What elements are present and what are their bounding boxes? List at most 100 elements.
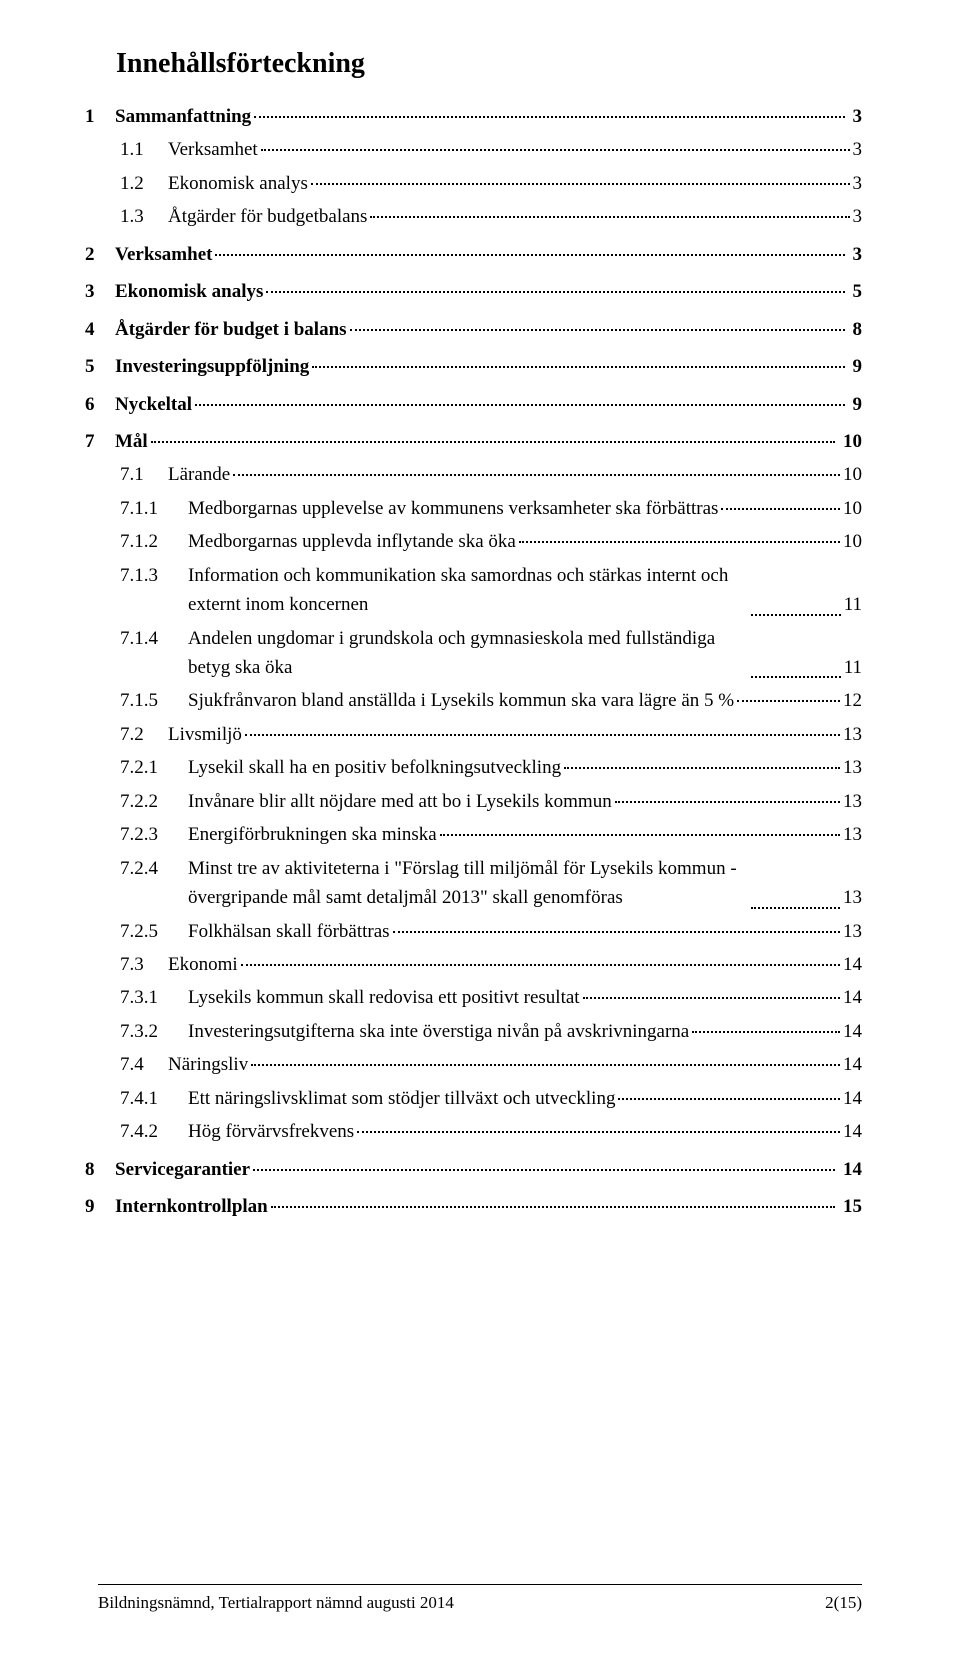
toc-entry: 7.1Lärande10 xyxy=(120,460,862,489)
toc-leader xyxy=(751,676,841,678)
toc-label: Livsmiljö xyxy=(168,724,242,745)
toc-leader xyxy=(615,801,840,803)
toc-page: 11 xyxy=(844,653,862,682)
table-of-contents: 1Sammanfattning 31.1Verksamhet31.2Ekonom… xyxy=(120,102,862,1221)
toc-entry: 7.3.2Investeringsutgifterna ska inte öve… xyxy=(120,1017,862,1046)
toc-leader xyxy=(266,291,844,293)
toc-number: 1.3 xyxy=(120,202,168,231)
toc-label-group: 7.1.2Medborgarnas upplevda inflytande sk… xyxy=(120,527,516,556)
toc-entry: 7.2Livsmiljö13 xyxy=(120,720,862,749)
toc-number: 7.4 xyxy=(120,1050,168,1079)
toc-entry: 7.4Näringsliv14 xyxy=(120,1050,862,1079)
toc-page: 3 xyxy=(848,102,862,131)
toc-page: 13 xyxy=(843,753,862,782)
toc-entry: 1Sammanfattning 3 xyxy=(85,102,862,131)
toc-label-group: 9Internkontrollplan xyxy=(85,1192,268,1221)
toc-entry: 7.1.4Andelen ungdomar i grundskola och g… xyxy=(120,624,862,683)
toc-number: 9 xyxy=(85,1192,115,1221)
toc-number: 7.2.2 xyxy=(120,787,188,816)
toc-label-group: 1.1Verksamhet xyxy=(120,135,258,164)
toc-leader xyxy=(751,614,841,616)
toc-leader xyxy=(151,441,836,443)
toc-leader xyxy=(261,149,850,151)
page-title: Innehållsförteckning xyxy=(116,48,862,80)
toc-label: Verksamhet xyxy=(115,244,212,265)
toc-entry: 1.3Åtgärder för budgetbalans 3 xyxy=(120,202,862,231)
toc-label: Medborgarnas upplevda inflytande ska öka xyxy=(188,531,516,552)
toc-page: 3 xyxy=(853,169,863,198)
toc-label: Ekonomisk analys xyxy=(115,281,263,302)
toc-page: 14 xyxy=(843,1117,862,1146)
toc-entry: 7.4.2Hög förvärvsfrekvens 14 xyxy=(120,1117,862,1146)
toc-page: 10 xyxy=(843,494,862,523)
toc-entry: 7.1.1Medborgarnas upplevelse av kommunen… xyxy=(120,494,862,523)
toc-label-group: 7.2.1Lysekil skall ha en positiv befolkn… xyxy=(120,753,561,782)
toc-entry: 7Mål 10 xyxy=(85,427,862,456)
toc-label-group: 7.1.1Medborgarnas upplevelse av kommunen… xyxy=(120,494,718,523)
toc-label: Internkontrollplan xyxy=(115,1196,268,1217)
toc-label-group: 7.2Livsmiljö xyxy=(120,720,242,749)
toc-label-group: 6Nyckeltal xyxy=(85,390,192,419)
toc-entry: 7.3.1Lysekils kommun skall redovisa ett … xyxy=(120,983,862,1012)
toc-number: 7.2.1 xyxy=(120,753,188,782)
toc-number: 5 xyxy=(85,352,115,381)
toc-entry: 7.3Ekonomi14 xyxy=(120,950,862,979)
toc-leader xyxy=(618,1098,840,1100)
toc-number: 8 xyxy=(85,1155,115,1184)
toc-entry: 4Åtgärder för budget i balans 8 xyxy=(85,315,862,344)
toc-label: Näringsliv xyxy=(168,1054,248,1075)
toc-number: 7.1.3 xyxy=(120,561,188,590)
toc-number: 7.1.1 xyxy=(120,494,188,523)
toc-label-group: 7.4.2Hög förvärvsfrekvens xyxy=(120,1117,354,1146)
toc-entry: 7.4.1Ett näringslivsklimat som stödjer t… xyxy=(120,1084,862,1113)
toc-entry: 1.1Verksamhet 3 xyxy=(120,135,862,164)
toc-label: Sammanfattning xyxy=(115,106,251,127)
toc-label: Ett näringslivsklimat som stödjer tillvä… xyxy=(188,1088,615,1109)
toc-page: 9 xyxy=(848,352,862,381)
toc-page: 5 xyxy=(848,277,862,306)
toc-page: 3 xyxy=(853,202,863,231)
toc-label-group: 7.4.1Ett näringslivsklimat som stödjer t… xyxy=(120,1084,615,1113)
toc-label-group: 1Sammanfattning xyxy=(85,102,251,131)
toc-page: 14 xyxy=(843,1017,862,1046)
toc-page: 3 xyxy=(848,240,862,269)
toc-page: 14 xyxy=(843,983,862,1012)
toc-label-group: 7Mål xyxy=(85,427,148,456)
toc-page: 3 xyxy=(853,135,863,164)
footer-divider xyxy=(98,1584,862,1585)
toc-label: Nyckeltal xyxy=(115,394,192,415)
toc-leader xyxy=(312,366,844,368)
toc-number: 1.2 xyxy=(120,169,168,198)
toc-page: 13 xyxy=(843,787,862,816)
toc-label: Hög förvärvsfrekvens xyxy=(188,1121,354,1142)
toc-leader xyxy=(271,1206,836,1208)
toc-label: Lysekils kommun skall redovisa ett posit… xyxy=(188,987,580,1008)
toc-label-group: 5Investeringsuppföljning xyxy=(85,352,309,381)
page-footer: Bildningsnämnd, Tertialrapport nämnd aug… xyxy=(98,1593,862,1613)
toc-label: Invånare blir allt nöjdare med att bo i … xyxy=(188,791,612,812)
toc-entry: 7.1.5Sjukfrånvaron bland anställda i Lys… xyxy=(120,686,862,715)
toc-label-group: 2Verksamhet xyxy=(85,240,212,269)
toc-page: 9 xyxy=(848,390,862,419)
toc-leader xyxy=(253,1169,835,1171)
toc-leader xyxy=(737,700,840,702)
toc-label: Åtgärder för budgetbalans xyxy=(168,206,367,227)
toc-number: 2 xyxy=(85,240,115,269)
toc-leader xyxy=(254,116,845,118)
toc-entry: 9Internkontrollplan 15 xyxy=(85,1192,862,1221)
toc-leader xyxy=(440,834,840,836)
toc-label: Åtgärder för budget i balans xyxy=(115,319,347,340)
toc-leader xyxy=(564,767,840,769)
toc-label-group: 7.2.5Folkhälsan skall förbättras xyxy=(120,917,390,946)
toc-page: 14 xyxy=(843,950,862,979)
toc-leader xyxy=(370,216,849,218)
toc-leader xyxy=(393,931,840,933)
toc-number: 7 xyxy=(85,427,115,456)
toc-number: 7.3.2 xyxy=(120,1017,188,1046)
toc-number: 7.2.5 xyxy=(120,917,188,946)
toc-number: 7.3 xyxy=(120,950,168,979)
toc-number: 1.1 xyxy=(120,135,168,164)
footer-right-text: 2(15) xyxy=(825,1593,862,1613)
toc-page: 15 xyxy=(838,1192,862,1221)
toc-leader xyxy=(311,183,850,185)
